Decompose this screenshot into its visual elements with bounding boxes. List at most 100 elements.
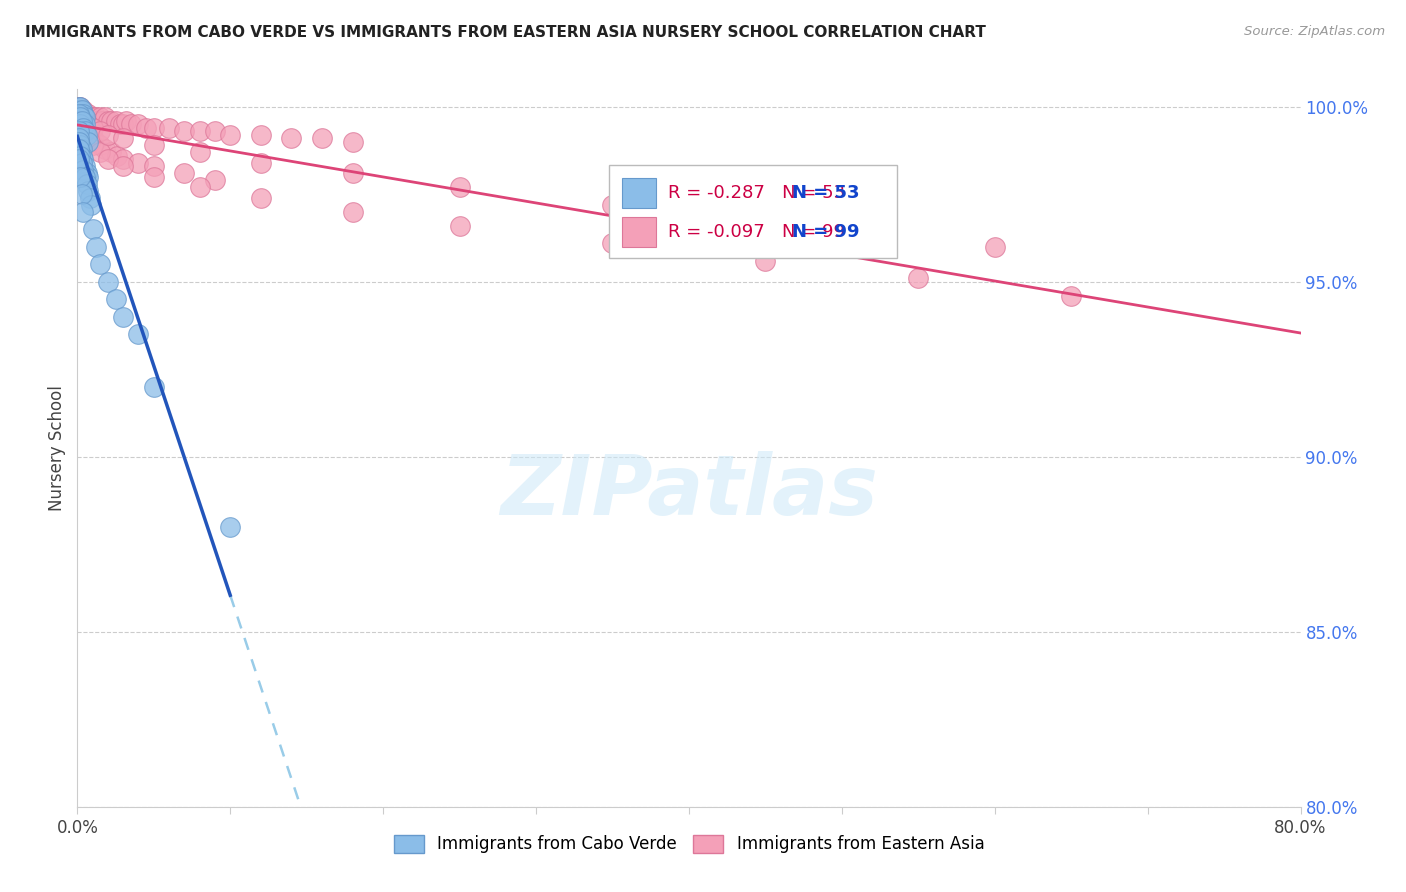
Point xyxy=(84,110,107,124)
Point xyxy=(127,327,149,342)
Point xyxy=(204,173,226,187)
Point xyxy=(70,110,93,124)
Point xyxy=(73,113,96,128)
Point xyxy=(204,124,226,138)
Point xyxy=(97,275,120,289)
Point xyxy=(188,180,211,194)
Point xyxy=(69,117,91,131)
Point xyxy=(67,153,90,167)
Point xyxy=(73,113,96,128)
Point xyxy=(89,124,111,138)
Point xyxy=(69,149,91,163)
Point xyxy=(67,103,90,118)
Point xyxy=(77,135,100,149)
Point xyxy=(72,110,94,124)
Text: IMMIGRANTS FROM CABO VERDE VS IMMIGRANTS FROM EASTERN ASIA NURSERY SCHOOL CORREL: IMMIGRANTS FROM CABO VERDE VS IMMIGRANTS… xyxy=(25,25,986,40)
Point xyxy=(70,142,93,156)
Point xyxy=(67,103,90,118)
Text: N = 53: N = 53 xyxy=(792,184,859,202)
Point xyxy=(72,162,94,177)
Point xyxy=(219,520,242,534)
Point xyxy=(70,187,93,202)
Point xyxy=(70,120,93,135)
Point xyxy=(127,155,149,169)
Point xyxy=(86,113,108,128)
Point xyxy=(173,124,195,138)
Point xyxy=(449,219,471,233)
Point xyxy=(82,110,104,124)
Point xyxy=(69,100,91,114)
Point xyxy=(72,113,94,128)
Point xyxy=(73,159,96,173)
Point xyxy=(250,191,273,205)
Point xyxy=(250,155,273,169)
Point xyxy=(907,271,929,285)
Point xyxy=(67,103,90,118)
Point xyxy=(84,240,107,254)
Point xyxy=(173,166,195,180)
Point xyxy=(100,145,122,160)
Text: ZIPatlas: ZIPatlas xyxy=(501,450,877,532)
Point xyxy=(108,117,131,131)
Point xyxy=(72,117,94,131)
Point xyxy=(70,103,93,118)
Point xyxy=(82,222,104,236)
Point xyxy=(67,106,90,120)
Point xyxy=(449,180,471,194)
Point xyxy=(70,110,93,124)
Point xyxy=(69,145,91,160)
Point xyxy=(80,110,103,124)
Point xyxy=(69,117,91,131)
Point xyxy=(72,103,94,118)
Point xyxy=(89,110,111,124)
Point xyxy=(94,142,117,156)
Point xyxy=(69,110,91,124)
Point xyxy=(127,117,149,131)
Legend: Immigrants from Cabo Verde, Immigrants from Eastern Asia: Immigrants from Cabo Verde, Immigrants f… xyxy=(387,828,991,860)
Point xyxy=(70,103,93,118)
Point xyxy=(76,124,98,138)
Point xyxy=(69,106,91,120)
Point xyxy=(342,204,364,219)
Point xyxy=(70,155,93,169)
Point xyxy=(120,117,142,131)
Point xyxy=(69,106,91,120)
Point xyxy=(73,117,96,131)
Point xyxy=(105,149,128,163)
Point xyxy=(70,110,93,124)
Point xyxy=(73,169,96,184)
Point xyxy=(73,110,96,124)
Point xyxy=(67,113,90,128)
Point xyxy=(89,257,111,271)
Point xyxy=(90,113,112,128)
Point xyxy=(73,128,96,142)
Point xyxy=(69,106,91,120)
Point xyxy=(142,380,165,394)
Point xyxy=(104,113,127,128)
Point xyxy=(89,138,111,153)
Point xyxy=(70,149,93,163)
Point xyxy=(76,110,98,124)
Point xyxy=(72,120,94,135)
Point xyxy=(69,106,91,120)
Point xyxy=(142,138,165,153)
Point xyxy=(142,120,165,135)
Point xyxy=(80,198,103,212)
Point xyxy=(219,128,242,142)
Point xyxy=(1060,289,1083,303)
Point xyxy=(82,120,104,135)
Point xyxy=(142,159,165,173)
Text: R = -0.287   N = 53: R = -0.287 N = 53 xyxy=(668,184,845,202)
Point xyxy=(77,117,100,131)
Point xyxy=(84,135,107,149)
Point xyxy=(69,138,91,153)
Point xyxy=(67,142,90,156)
Point xyxy=(73,124,96,138)
Point xyxy=(72,106,94,120)
Point xyxy=(67,100,90,114)
Point xyxy=(67,113,90,128)
Point xyxy=(76,166,98,180)
Point xyxy=(69,110,91,124)
Point xyxy=(188,145,211,160)
Point xyxy=(77,106,100,120)
